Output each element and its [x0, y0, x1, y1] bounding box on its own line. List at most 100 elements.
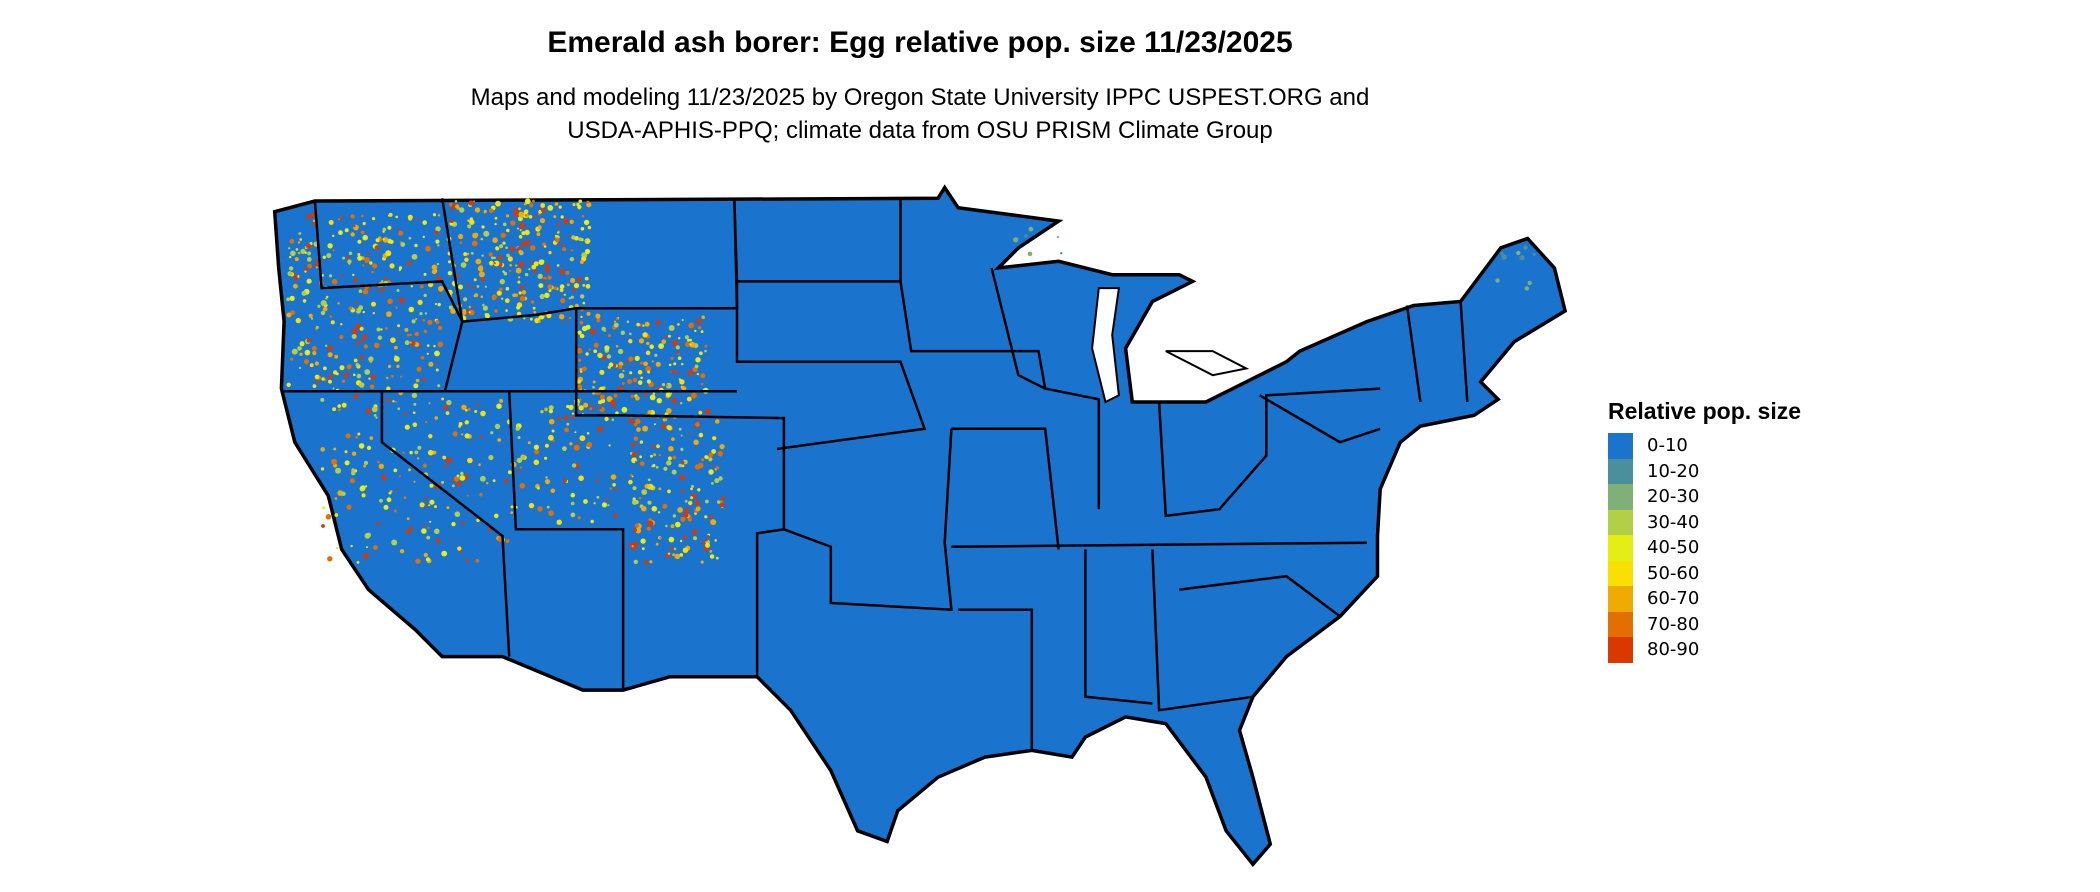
map-cell [592, 406, 596, 410]
map-cell [694, 464, 701, 470]
map-cell [407, 214, 413, 220]
map-cell [367, 252, 370, 255]
map-cell [306, 278, 312, 284]
map-cell [434, 505, 437, 509]
map-cell [648, 485, 651, 488]
map-cell [515, 264, 518, 267]
map-cell [416, 457, 420, 460]
map-cell [286, 297, 290, 302]
map-cell [570, 277, 576, 284]
map-cell [381, 474, 387, 481]
state-border [1405, 305, 1422, 403]
map-cell [563, 293, 566, 296]
map-cell [373, 414, 377, 417]
map-cell [362, 234, 369, 241]
map-cell [416, 366, 422, 372]
map-cell [382, 238, 385, 241]
map-cell [335, 467, 342, 474]
map-cell [364, 369, 371, 375]
map-cell [417, 299, 423, 305]
map-cell [654, 353, 658, 357]
map-cell [546, 505, 550, 509]
map-cell [479, 492, 483, 497]
map-cell [356, 341, 360, 345]
map-cell [437, 244, 440, 247]
map-cell [715, 556, 719, 560]
map-cell [307, 251, 311, 256]
map-cell [548, 251, 552, 255]
map-cell [435, 538, 441, 544]
map-cell [475, 258, 482, 265]
map-cell [425, 557, 430, 562]
map-cell [521, 241, 527, 247]
map-cell [612, 363, 617, 368]
map-cell [645, 366, 651, 372]
map-cell [377, 460, 380, 464]
map-cell [521, 290, 527, 295]
map-cell [363, 553, 369, 559]
map-cell [426, 535, 431, 540]
map-cell [422, 235, 425, 239]
map-cell [580, 227, 585, 231]
map-cell [583, 499, 588, 504]
map-cell [399, 549, 405, 554]
map-cell [651, 445, 655, 449]
map-cell [577, 516, 581, 520]
map-cell [488, 260, 494, 266]
map-cell [454, 200, 458, 203]
map-cell [540, 410, 544, 414]
map-cell [456, 274, 460, 278]
map-cell [390, 337, 396, 344]
map-cell [307, 263, 313, 269]
map-cell [408, 236, 412, 240]
map-cell [626, 320, 630, 324]
map-cell [675, 521, 681, 528]
map-cell [466, 252, 470, 256]
map-cell [1500, 251, 1504, 255]
map-cell [294, 257, 299, 262]
map-cell [495, 200, 501, 207]
legend-label: 40-50 [1647, 537, 1700, 559]
map-cell [355, 363, 360, 367]
map-cell [672, 514, 677, 518]
state-border [783, 428, 953, 612]
map-cell [328, 220, 334, 225]
map-cell [404, 412, 407, 416]
map-cell [585, 283, 591, 289]
map-cell [641, 489, 648, 495]
map-cell [436, 262, 440, 266]
map-cell [475, 558, 480, 563]
map-cell [465, 558, 470, 563]
map-cell [545, 476, 548, 479]
map-cell [362, 221, 366, 226]
map-cell [652, 392, 656, 395]
map-cell [682, 534, 688, 540]
map-cell [353, 358, 358, 363]
map-cell [340, 216, 344, 220]
map-cell [290, 310, 295, 315]
map-cell [386, 311, 392, 317]
map-cell [372, 263, 378, 269]
map-cell [382, 227, 387, 232]
map-cell [446, 399, 452, 406]
legend-item: 0-10 [1608, 433, 1801, 459]
map-cell [343, 372, 349, 378]
map-cell [630, 394, 634, 398]
map-cell [647, 478, 651, 482]
map-cell [582, 366, 587, 372]
map-cell [362, 264, 365, 267]
map-cell [687, 369, 693, 376]
map-cell [502, 222, 507, 227]
map-cell [406, 260, 412, 266]
map-cell [427, 449, 434, 456]
map-cell [593, 502, 596, 505]
map-cell [677, 356, 682, 361]
map-cell [479, 271, 483, 275]
map-cell [357, 253, 361, 256]
map-cell [671, 437, 675, 441]
map-cell [684, 508, 690, 514]
map-cell [437, 302, 441, 307]
map-cell [523, 209, 529, 214]
map-cell [468, 200, 474, 206]
map-cell [480, 295, 484, 299]
